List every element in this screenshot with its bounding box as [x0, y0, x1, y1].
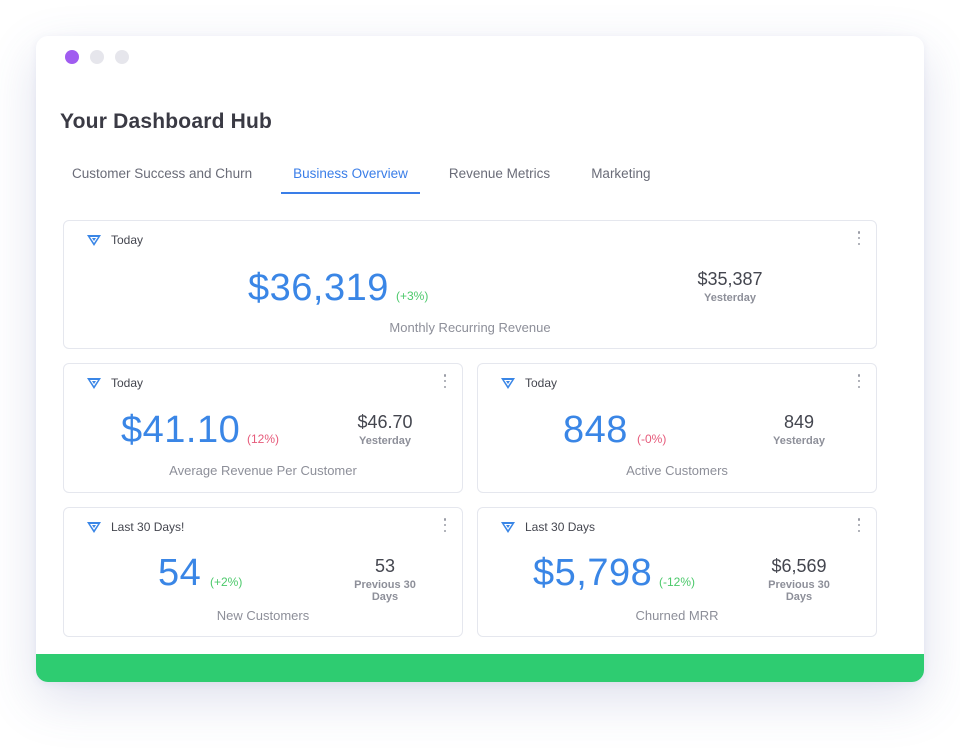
card-period: Last 30 Days! — [111, 520, 185, 534]
arpc-card[interactable]: Today $41.10 (12%) $46.70 Yesterday Aver… — [63, 363, 463, 493]
card-header: Today — [86, 376, 143, 390]
tab-bar: Customer Success and Churn Business Over… — [60, 164, 679, 194]
new-customers-compare-value: 53 — [374, 556, 396, 576]
churned-mrr-value: $5,798 — [533, 552, 653, 594]
card-period: Last 30 Days — [525, 520, 596, 534]
arpc-compare: $46.70 Yesterday — [330, 412, 440, 447]
churned-mrr-change: (-12%) — [659, 575, 696, 589]
active-customers-metric-name: Active Customers — [626, 463, 728, 478]
mrr-metric-name: Monthly Recurring Revenue — [389, 320, 551, 335]
churned-mrr-compare-label: Previous 30 Days — [768, 579, 830, 603]
tab-customer-success[interactable]: Customer Success and Churn — [72, 166, 253, 181]
window-dot-maximize[interactable] — [115, 50, 129, 64]
mrr-card[interactable]: Today $36,319 (+3%) $35,387 Yesterday Mo… — [63, 220, 877, 349]
baremetrics-logo-icon — [87, 235, 101, 246]
arpc-value: $41.10 — [121, 409, 241, 451]
new-customers-value: 54 — [158, 552, 202, 594]
tab-business-overview[interactable]: Business Overview — [281, 164, 420, 194]
page-title: Your Dashboard Hub — [60, 110, 273, 133]
card-header: Last 30 Days! — [86, 520, 184, 534]
new-customers-metric-name: New Customers — [216, 608, 310, 623]
mrr-compare-value: $35,387 — [697, 269, 763, 289]
new-customers-compare-label: Previous 30 Days — [354, 579, 416, 603]
churned-mrr-card[interactable]: Last 30 Days $5,798 (-12%) $6,569 Previo… — [477, 507, 877, 637]
arpc-compare-value: $46.70 — [357, 412, 413, 432]
card-header: Today — [500, 376, 557, 390]
baremetrics-logo-icon — [87, 378, 101, 389]
more-vertical-icon[interactable] — [856, 374, 862, 388]
window-dot-minimize[interactable] — [90, 50, 104, 64]
mrr-change: (+3%) — [396, 289, 429, 303]
more-vertical-icon[interactable] — [856, 231, 862, 245]
mrr-compare: $35,387 Yesterday — [670, 269, 790, 304]
mrr-compare-label: Yesterday — [704, 292, 756, 304]
churned-mrr-metric-name: Churned MRR — [635, 608, 719, 623]
arpc-change: (12%) — [247, 432, 280, 446]
dashboard-window: Your Dashboard Hub Customer Success and … — [36, 36, 924, 682]
window-dot-close[interactable] — [65, 50, 79, 64]
active-customers-value: 848 — [563, 409, 628, 451]
footer-accent-bar — [36, 654, 924, 682]
window-controls — [65, 50, 129, 64]
card-period: Today — [111, 233, 144, 247]
churned-mrr-compare-value: $6,569 — [771, 556, 827, 576]
card-header: Last 30 Days — [500, 520, 595, 534]
new-customers-card[interactable]: Last 30 Days! 54 (+2%) 53 Previous 30 Da… — [63, 507, 463, 637]
mrr-value: $36,319 — [248, 267, 389, 309]
baremetrics-logo-icon — [501, 522, 515, 533]
active-customers-compare: 849 Yesterday — [744, 412, 854, 447]
active-customers-card[interactable]: Today 848 (-0%) 849 Yesterday Active Cus… — [477, 363, 877, 493]
card-period: Today — [111, 376, 144, 390]
card-period: Today — [525, 376, 558, 390]
arpc-compare-label: Yesterday — [359, 435, 411, 447]
more-vertical-icon[interactable] — [856, 518, 862, 532]
more-vertical-icon[interactable] — [442, 518, 448, 532]
active-customers-change: (-0%) — [637, 432, 667, 446]
active-customers-compare-label: Yesterday — [773, 435, 825, 447]
churned-mrr-compare: $6,569 Previous 30 Days — [754, 556, 844, 603]
tab-revenue-metrics[interactable]: Revenue Metrics — [448, 166, 551, 181]
tab-marketing[interactable]: Marketing — [591, 166, 651, 181]
baremetrics-logo-icon — [501, 378, 515, 389]
active-customers-compare-value: 849 — [783, 412, 815, 432]
baremetrics-logo-icon — [87, 522, 101, 533]
new-customers-compare: 53 Previous 30 Days — [340, 556, 430, 603]
new-customers-change: (+2%) — [210, 575, 243, 589]
arpc-metric-name: Average Revenue Per Customer — [169, 463, 357, 478]
more-vertical-icon[interactable] — [442, 374, 448, 388]
card-header: Today — [86, 233, 143, 247]
